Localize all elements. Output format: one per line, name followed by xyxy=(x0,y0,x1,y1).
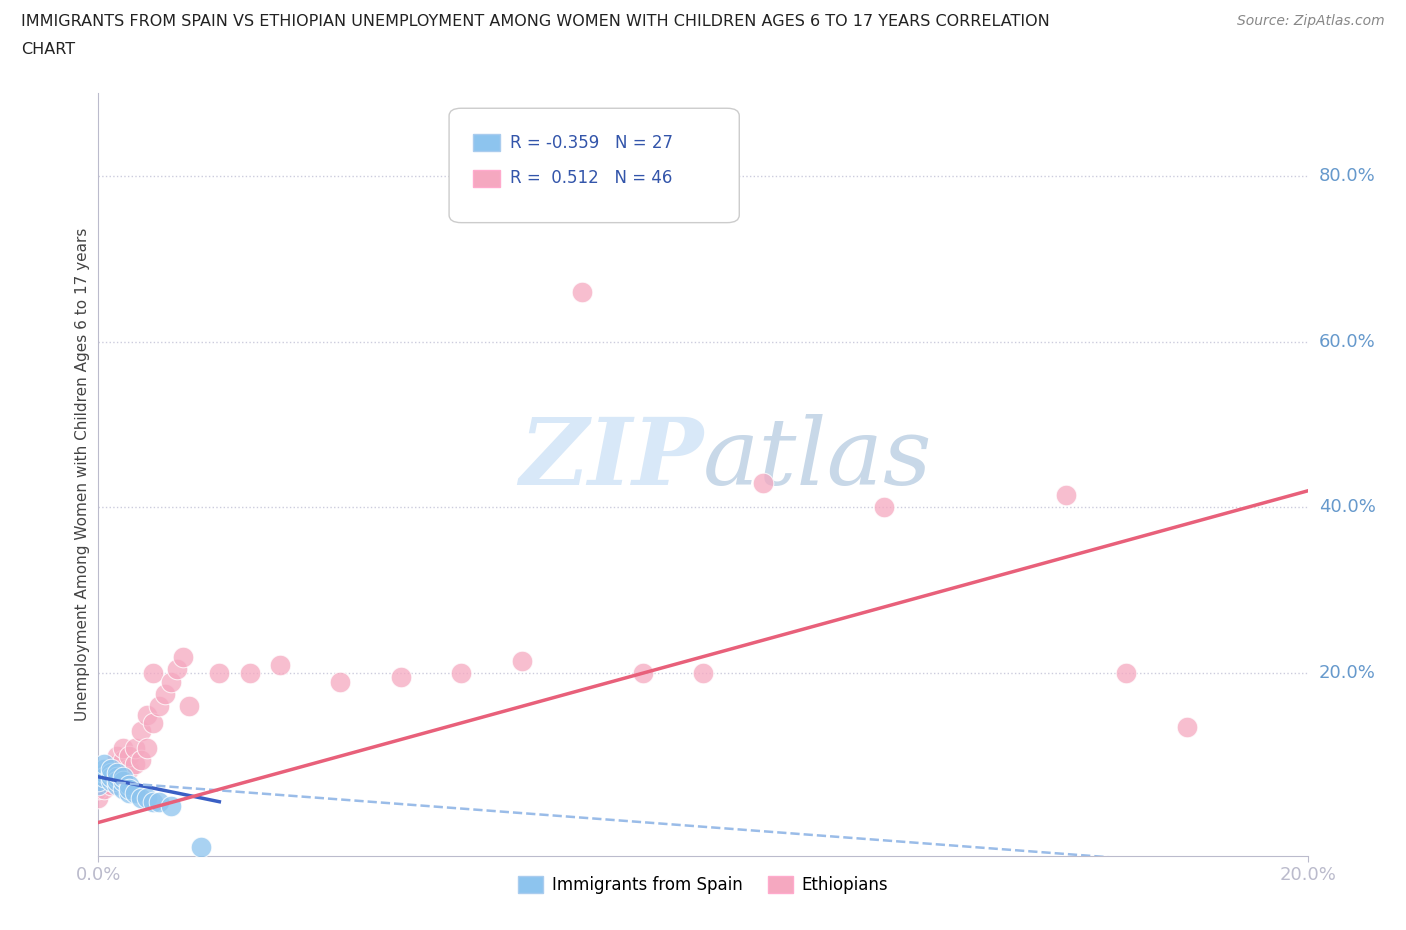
Point xyxy=(87,790,110,805)
Text: R = -0.359   N = 27: R = -0.359 N = 27 xyxy=(509,134,672,152)
Point xyxy=(269,658,291,672)
Text: 60.0%: 60.0% xyxy=(1319,333,1375,351)
Point xyxy=(93,777,115,792)
Point xyxy=(118,786,141,801)
Point xyxy=(93,761,115,776)
Point xyxy=(124,757,146,772)
Point xyxy=(148,699,170,714)
Point xyxy=(1115,666,1137,681)
Point xyxy=(118,777,141,792)
Point xyxy=(450,666,472,681)
Point xyxy=(135,707,157,722)
Point xyxy=(118,749,141,764)
Text: 40.0%: 40.0% xyxy=(1319,498,1375,516)
Point xyxy=(93,769,115,784)
Point xyxy=(93,782,115,797)
Point xyxy=(118,761,141,776)
Point xyxy=(105,757,128,772)
Point xyxy=(111,753,134,768)
Point xyxy=(873,500,896,515)
Point xyxy=(87,782,110,797)
Bar xyxy=(474,170,501,187)
Point xyxy=(389,670,412,684)
Point xyxy=(631,666,654,681)
Point xyxy=(105,749,128,764)
Point xyxy=(93,765,115,780)
Text: IMMIGRANTS FROM SPAIN VS ETHIOPIAN UNEMPLOYMENT AMONG WOMEN WITH CHILDREN AGES 6: IMMIGRANTS FROM SPAIN VS ETHIOPIAN UNEMP… xyxy=(21,14,1050,29)
Point xyxy=(105,777,128,792)
Point xyxy=(142,794,165,809)
Point xyxy=(100,765,122,780)
Point xyxy=(129,790,152,805)
Text: 20.0%: 20.0% xyxy=(1319,664,1375,683)
Point xyxy=(142,715,165,730)
Point xyxy=(129,753,152,768)
Point xyxy=(148,794,170,809)
Point xyxy=(118,782,141,797)
Point xyxy=(239,666,262,681)
Point xyxy=(105,765,128,780)
Point xyxy=(166,661,188,676)
Point xyxy=(179,699,201,714)
Point xyxy=(93,757,115,772)
Point xyxy=(100,774,122,789)
Point xyxy=(87,774,110,789)
Point xyxy=(153,686,176,701)
Point xyxy=(111,740,134,755)
Point xyxy=(160,799,183,814)
Point xyxy=(111,782,134,797)
Point xyxy=(142,666,165,681)
FancyBboxPatch shape xyxy=(449,108,740,222)
Point xyxy=(135,790,157,805)
Point xyxy=(208,666,231,681)
Text: ZIP: ZIP xyxy=(519,414,703,504)
Point xyxy=(111,774,134,789)
Point xyxy=(1175,720,1198,735)
Point xyxy=(510,654,533,669)
Text: 80.0%: 80.0% xyxy=(1319,166,1375,185)
Text: Source: ZipAtlas.com: Source: ZipAtlas.com xyxy=(1237,14,1385,28)
Text: CHART: CHART xyxy=(21,42,75,57)
Point xyxy=(124,786,146,801)
Point xyxy=(87,777,110,792)
Text: R =  0.512   N = 46: R = 0.512 N = 46 xyxy=(509,169,672,188)
Y-axis label: Unemployment Among Women with Children Ages 6 to 17 years: Unemployment Among Women with Children A… xyxy=(75,228,90,721)
Legend: Immigrants from Spain, Ethiopians: Immigrants from Spain, Ethiopians xyxy=(512,870,894,900)
Point xyxy=(105,769,128,784)
Point xyxy=(135,740,157,755)
Text: atlas: atlas xyxy=(703,414,932,504)
Point xyxy=(172,649,194,664)
Point xyxy=(329,674,352,689)
Point xyxy=(190,840,212,855)
Point xyxy=(105,765,128,780)
Point xyxy=(100,761,122,776)
Point xyxy=(100,777,122,792)
Point xyxy=(752,475,775,490)
Point xyxy=(692,666,714,681)
Point xyxy=(100,774,122,789)
Point xyxy=(111,769,134,784)
Point xyxy=(571,285,593,299)
Point xyxy=(160,674,183,689)
Bar xyxy=(474,134,501,151)
Point xyxy=(129,724,152,738)
Point xyxy=(1054,487,1077,502)
Point xyxy=(100,769,122,784)
Point xyxy=(100,765,122,780)
Point xyxy=(105,774,128,789)
Point xyxy=(111,761,134,776)
Point xyxy=(93,769,115,784)
Point xyxy=(105,769,128,784)
Point xyxy=(124,740,146,755)
